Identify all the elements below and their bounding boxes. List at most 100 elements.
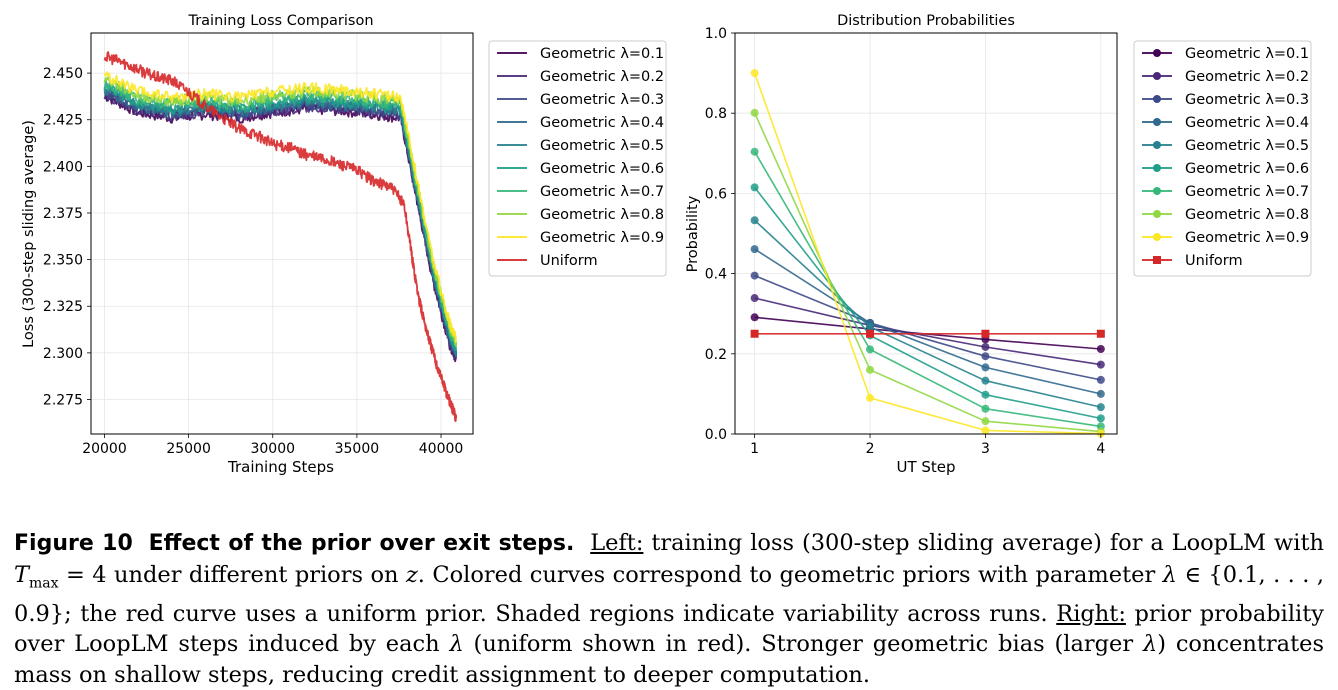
right-point: [1096, 375, 1105, 384]
right-point: [750, 294, 759, 303]
right-x-tick-label: 2: [866, 441, 875, 457]
left-legend-label: Geometric λ=0.9: [540, 230, 664, 246]
caption-text-1: training loss (300-step sliding average)…: [643, 530, 1324, 556]
right-series-line: [753, 72, 1101, 435]
right-point: [750, 271, 759, 280]
right-point: [981, 329, 990, 338]
left-legend-label: Uniform: [540, 253, 598, 269]
lambda-symbol-2: λ: [449, 631, 464, 657]
right-y-tick-label: 0.2: [705, 347, 727, 363]
left-y-tick-label: 2.275: [43, 392, 83, 408]
right-legend-marker: [1153, 118, 1161, 126]
right-point: [1096, 360, 1105, 369]
left-x-tick-label: 30000: [250, 441, 295, 457]
right-legend-marker: [1153, 49, 1161, 57]
right-point: [1096, 403, 1105, 412]
right-legend-label: Geometric λ=0.7: [1185, 184, 1309, 200]
right-point: [981, 376, 990, 385]
left-chart-title: Training Loss Comparison: [187, 13, 373, 29]
right-point: [981, 426, 990, 435]
right-point: [981, 404, 990, 413]
right-series-line: [754, 219, 1101, 408]
left-legend-label: Geometric λ=0.3: [540, 92, 664, 108]
caption-text-5: prior probability over LoopLM steps indu…: [14, 600, 1324, 658]
left-x-tick-label: 35000: [335, 441, 380, 457]
caption-text-2: = 4 under different priors on: [58, 561, 406, 588]
left-tag: Left:: [590, 530, 644, 556]
figure-number: Figure 10: [14, 531, 133, 556]
right-legend-label: Uniform: [1185, 253, 1243, 269]
right-lines: [750, 69, 1105, 438]
left-y-tick-label: 2.400: [43, 159, 83, 175]
right-chart: Distribution Probabilities 1 2 3 4 0.0 0.2 0.4…: [685, 13, 1312, 476]
tmax-symbol: T: [14, 561, 30, 588]
right-point: [750, 216, 759, 225]
right-point: [750, 147, 759, 156]
left-x-tick-label: 40000: [419, 441, 464, 457]
right-series-line: [753, 151, 1101, 428]
right-legend-label: Geometric λ=0.9: [1185, 230, 1309, 246]
right-point: [1096, 414, 1105, 423]
right-point: [866, 345, 875, 354]
z-symbol: z: [405, 561, 418, 588]
left-y-tick-label: 2.350: [43, 253, 83, 269]
right-point: [866, 329, 875, 338]
left-legend-label: Geometric λ=0.2: [540, 69, 664, 85]
left-chart: Training Loss Comparison 20000 25000 30000…: [21, 13, 667, 476]
right-point: [981, 390, 990, 399]
left-x-tick-label: 25000: [166, 441, 211, 457]
right-grid: [735, 32, 1117, 435]
right-point: [981, 417, 990, 426]
left-legend-label: Geometric λ=0.7: [540, 184, 664, 200]
right-legend-marker: [1153, 164, 1161, 172]
right-legend-label: Geometric λ=0.2: [1185, 69, 1309, 85]
caption-text-3: . Colored curves correspond to geometric…: [417, 561, 1163, 588]
right-legend-marker: [1153, 141, 1161, 149]
right-x-tick-label: 4: [1096, 441, 1105, 457]
right-point: [866, 322, 875, 331]
right-legend-label: Geometric λ=0.1: [1185, 46, 1309, 62]
right-point: [866, 393, 875, 402]
left-y-tick-label: 2.300: [43, 346, 83, 362]
right-point: [750, 183, 759, 192]
right-series-line: [753, 112, 1101, 433]
right-y-tick-label: 0.6: [705, 186, 727, 202]
left-legend-label: Geometric λ=0.5: [540, 138, 664, 154]
left-series-line: [103, 76, 458, 347]
right-y-tick-label: 0.8: [705, 106, 727, 122]
left-series-line: [103, 71, 457, 343]
left-legend-frame: [488, 40, 667, 277]
right-x-tick-label: 1: [750, 441, 759, 457]
right-point: [750, 313, 759, 322]
lambda-symbol-1: λ: [1162, 561, 1177, 588]
left-y-tick-label: 2.325: [43, 299, 83, 315]
right-point: [1096, 389, 1105, 398]
left-x-axis-label: Training Steps: [227, 458, 334, 476]
left-lines: [103, 51, 458, 422]
right-y-tick-label: 0.4: [705, 267, 727, 283]
right-legend-marker: [1153, 210, 1161, 218]
right-legend-label: Geometric λ=0.3: [1185, 92, 1309, 108]
right-legend-marker: [1153, 233, 1161, 241]
right-point: [866, 365, 875, 374]
right-legend-label: Geometric λ=0.5: [1185, 138, 1309, 154]
right-series-line: [754, 248, 1101, 395]
right-y-axis-label: Probability: [685, 195, 701, 272]
figure-caption: Figure 10 Effect of the prior over exit …: [14, 528, 1324, 690]
right-point: [750, 245, 759, 254]
right-point: [750, 69, 759, 78]
left-legend-label: Geometric λ=0.8: [540, 207, 664, 223]
right-point: [981, 363, 990, 372]
left-x-tick-label: 20000: [82, 441, 127, 457]
left-y-tick-label: 2.425: [43, 113, 83, 129]
right-point: [981, 352, 990, 361]
left-legend-label: Geometric λ=0.1: [540, 46, 664, 62]
right-ticks: 1 2 3 4 0.0 0.2 0.4 0.6 0.8 1.0: [705, 26, 1106, 457]
right-y-tick-label: 0.0: [705, 427, 727, 443]
right-point: [750, 108, 759, 117]
right-x-tick-label: 3: [981, 441, 990, 457]
right-legend-label: Geometric λ=0.4: [1185, 115, 1309, 131]
right-point: [981, 342, 990, 351]
caption-text-4: ∈ {0.1, . . . , 0.9}; the red curve uses…: [14, 561, 1325, 627]
right-point: [750, 329, 759, 338]
